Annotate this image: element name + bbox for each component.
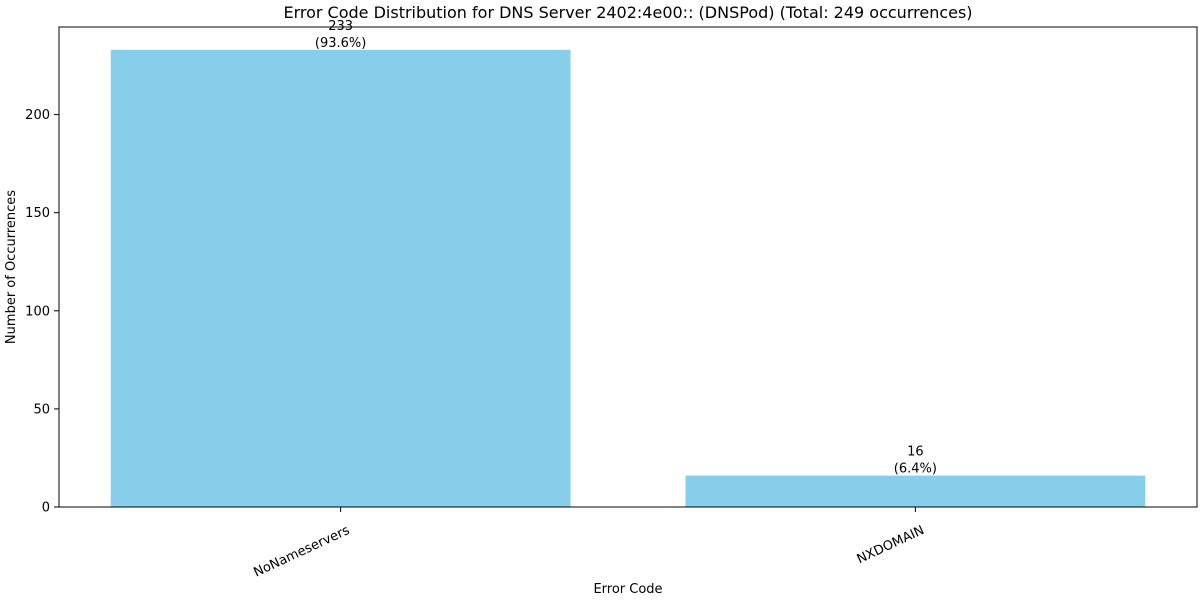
x-tick-label: NXDOMAIN bbox=[855, 523, 927, 567]
bars-group bbox=[110, 49, 1146, 507]
x-axis-label: Error Code bbox=[593, 582, 662, 597]
y-tick-label: 50 bbox=[33, 402, 50, 417]
plot-frame bbox=[58, 26, 1198, 508]
y-axis-label: Number of Occurrences bbox=[4, 190, 19, 344]
y-tick-label: 0 bbox=[42, 501, 50, 516]
y-tick-label: 150 bbox=[25, 206, 50, 221]
chart-title: Error Code Distribution for DNS Server 2… bbox=[283, 3, 972, 22]
bar-value-label: 16 bbox=[907, 445, 924, 460]
bar-nonameservers bbox=[110, 49, 571, 507]
y-axis: 0 50 100 150 200 bbox=[25, 108, 59, 516]
x-axis: NoNameservers NXDOMAIN bbox=[251, 507, 927, 581]
bar-value-label: 233 bbox=[328, 19, 353, 34]
bar-percent-label: (6.4%) bbox=[894, 462, 937, 477]
bar-labels-group: 233 (93.6%) 16 (6.4%) bbox=[315, 19, 937, 477]
bar-nxdomain bbox=[685, 475, 1146, 507]
y-tick-label: 100 bbox=[25, 304, 50, 319]
y-tick-label: 200 bbox=[25, 108, 50, 123]
x-tick-label: NoNameservers bbox=[251, 523, 352, 581]
bar-percent-label: (93.6%) bbox=[315, 36, 366, 51]
